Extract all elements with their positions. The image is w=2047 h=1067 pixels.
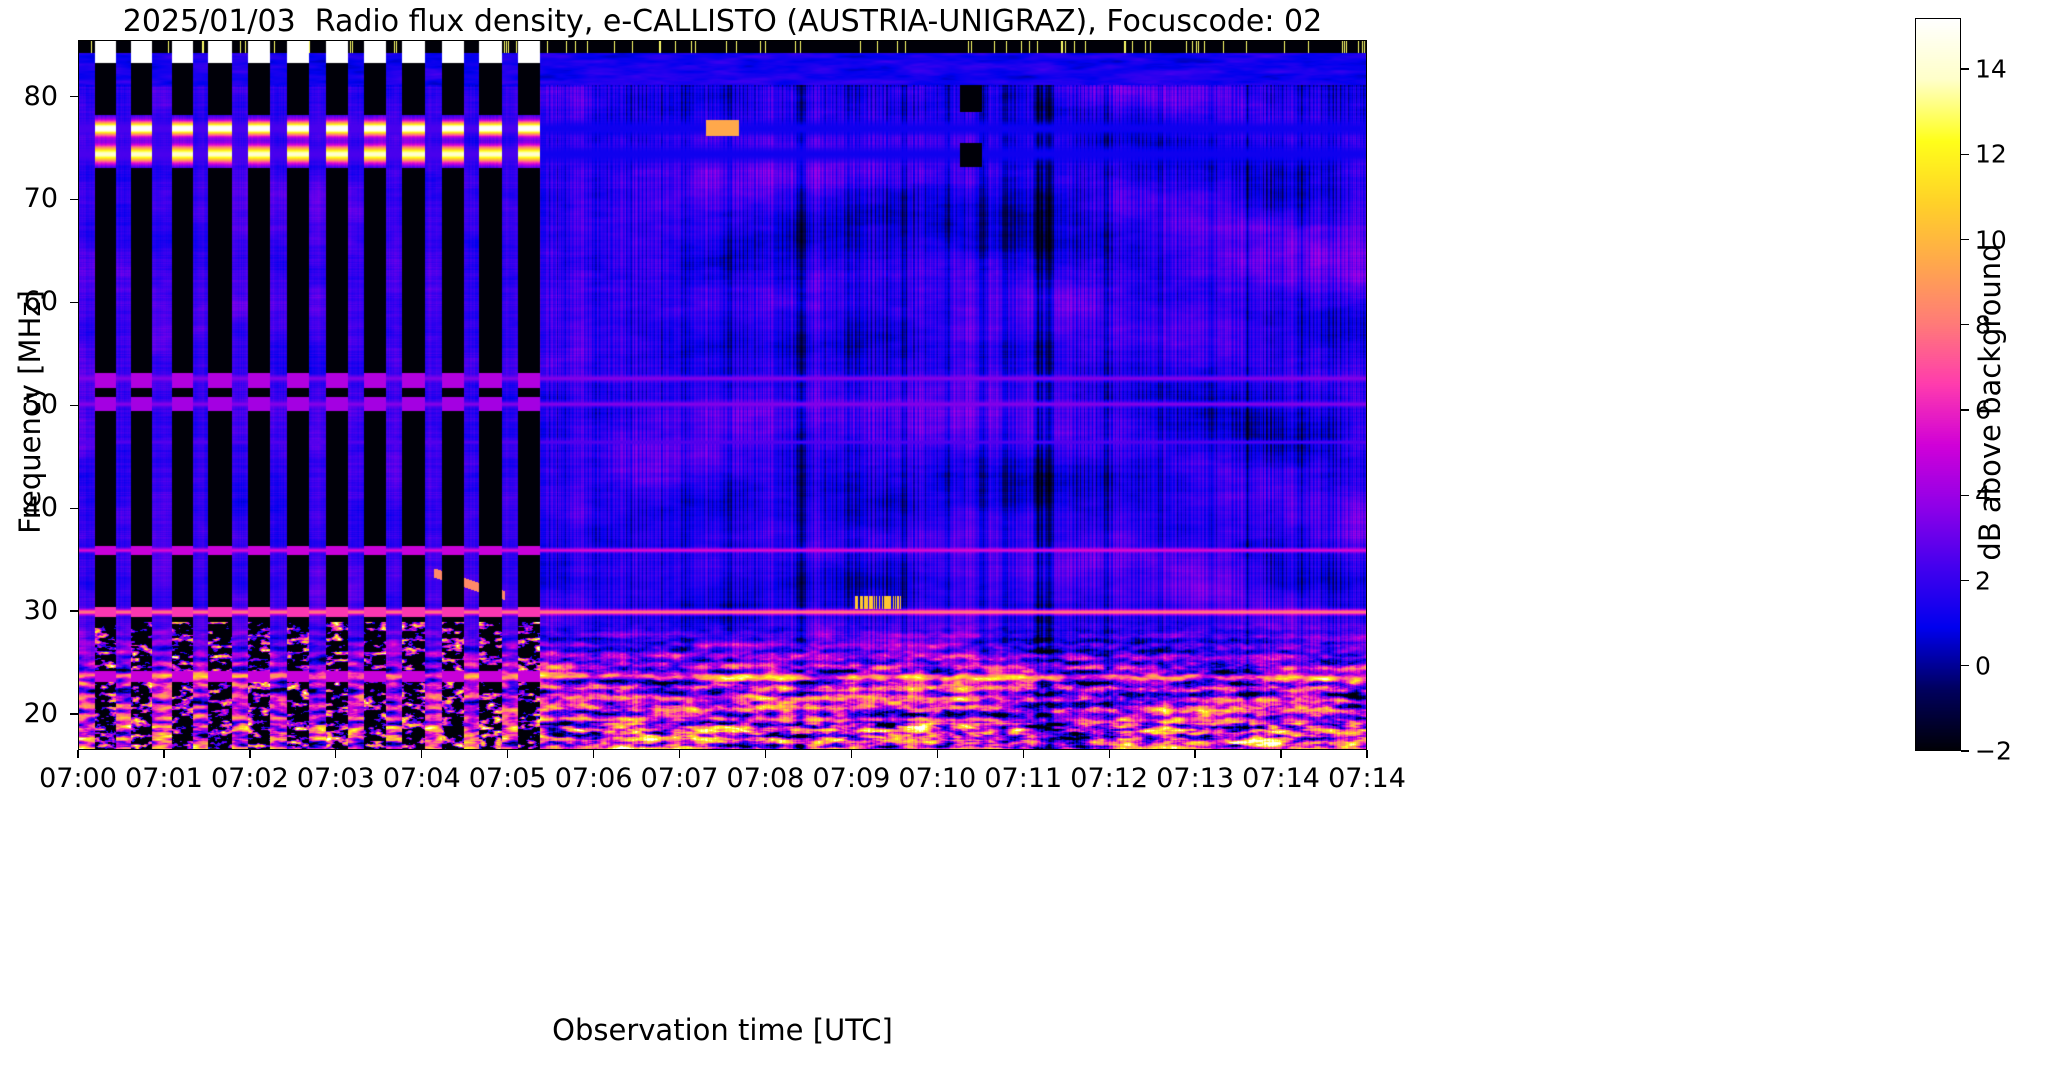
y-tick-label: 40 [23,492,58,524]
colorbar-tick-label: 12 [1975,139,2007,169]
colorbar-tick-mark [1961,579,1969,582]
x-tick-mark [77,750,79,758]
colorbar-tick-label: 14 [1975,54,2007,84]
colorbar-tick-label: 0 [1975,651,1991,681]
x-tick-mark [1194,750,1196,758]
x-tick-mark [936,750,938,758]
x-tick-label: 07:08 [726,763,805,794]
colorbar-label: dB above background [1973,243,2007,561]
x-tick-mark [592,750,595,758]
x-tick-label: 07:00 [39,763,117,794]
x-tick-label: 07:04 [382,763,461,794]
colorbar-tick-mark [1961,324,1969,326]
x-tick-label: 07:05 [468,763,547,794]
x-tick-label: 07:13 [1156,763,1235,794]
page-title: 2025/01/03 Radio flux density, e-CALLIST… [122,4,1323,39]
y-tick-mark [70,713,78,715]
x-axis-label: Observation time [UTC] [552,1013,893,1047]
x-tick-mark [1280,750,1282,758]
y-tick-mark [70,301,78,304]
x-tick-mark [764,750,767,758]
x-tick-mark [850,750,853,758]
x-tick-label: 07:12 [1070,763,1149,794]
colorbar-tick-label: 10 [1975,225,2007,255]
y-tick-mark [70,198,78,201]
x-tick-label: 07:14 [1328,763,1406,794]
colorbar-tick-mark [1961,409,1969,411]
x-tick-mark [163,750,165,758]
x-tick-label: 07:02 [210,763,289,794]
x-tick-label: 07:01 [125,763,203,794]
colorbar-tick-mark [1961,238,1969,241]
y-tick-label: 70 [23,183,58,215]
colorbar-tick-label: −2 [1975,736,2012,766]
x-tick-label: 07:03 [296,763,375,794]
y-tick-mark [70,95,78,98]
y-tick-mark [70,404,78,406]
y-tick-label: 80 [23,80,58,112]
x-tick-mark [507,750,509,758]
y-tick-label: 30 [23,595,58,627]
colorbar-tick-label: 2 [1975,566,1991,596]
y-tick-mark [70,610,78,612]
x-tick-mark [1366,750,1368,758]
spectrogram-axes[interactable] [78,40,1367,750]
colorbar-tick-label: 6 [1975,395,1991,425]
x-tick-mark [1108,750,1110,758]
x-tick-label: 07:10 [898,763,977,794]
x-tick-mark [249,750,251,758]
x-tick-label: 07:07 [640,763,719,794]
x-tick-label: 07:14 [1242,763,1320,794]
x-tick-label: 07:06 [554,763,633,794]
y-tick-label: 50 [23,389,58,421]
spectrogram-image[interactable] [79,41,1366,749]
x-tick-mark [678,750,681,758]
y-tick-label: 20 [23,697,58,729]
colorbar-tick-mark [1961,68,1969,70]
y-tick-mark [70,507,78,509]
colorbar-tick-mark [1961,494,1969,496]
colorbar-tick-label: 4 [1975,480,1991,510]
x-tick-label: 07:09 [812,763,891,794]
x-tick-mark [421,750,423,758]
colorbar-tick-label: 8 [1975,310,1991,340]
colorbar-gradient[interactable] [1915,18,1961,751]
colorbar-tick-mark [1961,665,1969,667]
x-tick-mark [335,750,337,758]
x-tick-mark [1022,750,1024,758]
colorbar-tick-mark [1961,750,1969,752]
colorbar[interactable]: 14 12 10 8 6 4 2 0 −2 [1915,18,2012,764]
y-tick-label: 60 [23,286,58,318]
colorbar-tick-mark [1961,153,1969,156]
x-tick-label: 07:11 [984,763,1063,794]
